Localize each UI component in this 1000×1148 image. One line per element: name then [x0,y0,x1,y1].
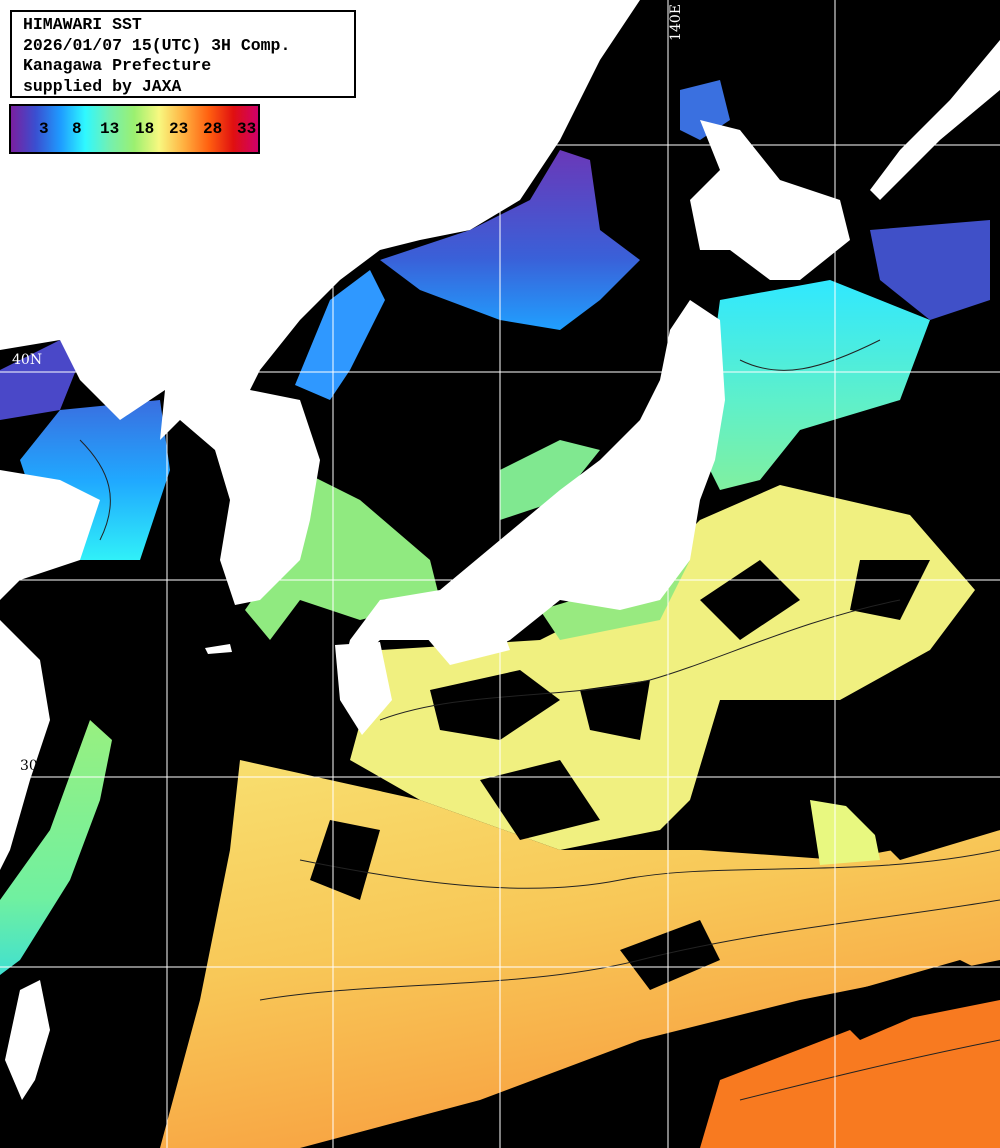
colorbar-tick: 18 [135,120,155,138]
land-jeju [205,644,232,654]
land-sakhalin [870,40,1000,200]
colorbar-tick: 13 [100,120,120,138]
sst-japan-sea-north [380,150,640,330]
sst-east-china-sea [0,720,112,975]
sst-kuroshio-north [350,485,975,850]
land-honshu [340,300,725,680]
sst-tropical [700,1000,1000,1148]
land-island [402,128,425,165]
sst-japan-sea-south [500,440,600,520]
sst-off-tohoku [700,280,930,490]
land-hokkaido [690,120,850,280]
product-title: HIMAWARI SST [23,15,142,34]
colorbar-tick: 3 [39,120,49,138]
colorbar-tick: 28 [203,120,223,138]
sst-off-hokkaido [870,220,990,320]
colorbar-tick: 23 [169,120,189,138]
temperature-colorbar: 3 8 13 18 23 28 33 [9,104,260,154]
observation-datetime: 2026/01/07 15(UTC) 3H Comp. [23,35,291,55]
grid-label-140e: 140E [668,4,684,41]
info-box: HIMAWARI SST 2026/01/07 15(UTC) 3H Comp.… [10,10,356,98]
region-name: Kanagawa Prefecture [23,56,212,75]
colorbar-tick: 8 [72,120,82,138]
land-shikoku [420,622,510,665]
land-taiwan [5,980,50,1100]
grid-label-30n: 30N [20,758,51,774]
cloud-gaps [310,560,1000,1040]
colorbar-tick: 33 [237,120,257,138]
land-china-coast-south [0,620,50,870]
land-kyushu [335,642,392,735]
grid-label-40n: 40N [12,352,43,368]
isotherm-contours [79,339,1000,1101]
sst-russian-coast [295,270,385,400]
data-credit: supplied by JAXA [23,76,182,96]
land-china-coast-north [0,470,100,600]
sst-nw-corner [0,340,80,420]
